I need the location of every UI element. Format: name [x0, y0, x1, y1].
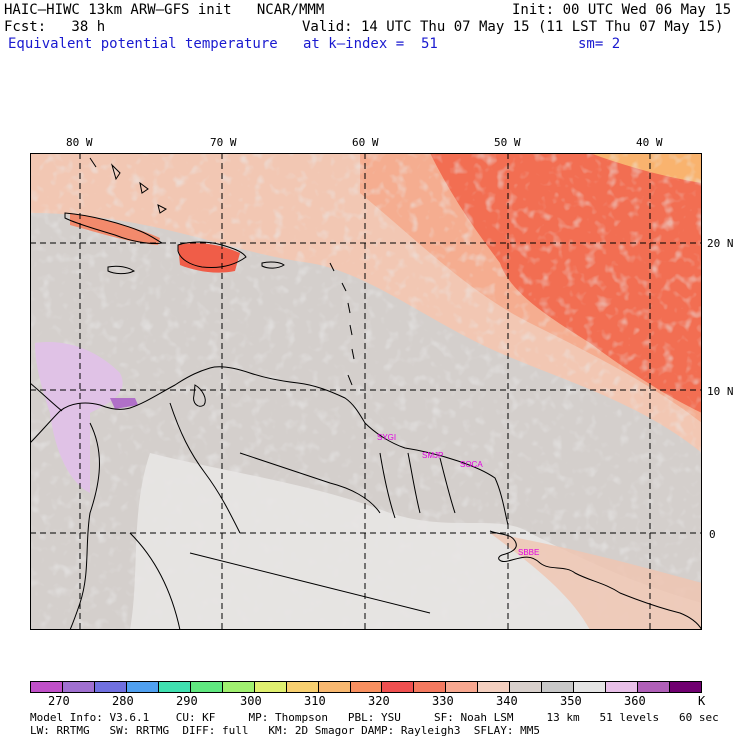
lon-label-60w: 60 W [352, 136, 379, 149]
lat-label-10n: 10 N [707, 385, 734, 398]
colorbar-cell [542, 682, 575, 692]
colorbar-label-310: 310 [304, 694, 326, 708]
colorbar-cell [350, 682, 383, 692]
colorbar-cell [478, 682, 511, 692]
colorbar-cell [510, 682, 543, 692]
lon-label-40w: 40 W [636, 136, 663, 149]
lon-label-50w: 50 W [494, 136, 521, 149]
colorbar-label-350: 350 [560, 694, 582, 708]
colorbar-cell [606, 682, 639, 692]
colorbar-cell [94, 682, 127, 692]
map-frame [30, 153, 702, 630]
colorbar-label-300: 300 [240, 694, 262, 708]
model-info-line2: LW: RRTMG SW: RRTMG DIFF: full KM: 2D Sm… [30, 724, 540, 737]
coastlines [30, 157, 702, 630]
colorbar-label-280: 280 [112, 694, 134, 708]
lon-label-70w: 70 W [210, 136, 237, 149]
colorbar-label-340: 340 [496, 694, 518, 708]
equivalent-potential-temperature-map: SYGI SMJP SOCA SBBE [30, 153, 702, 630]
colorbar-cell [574, 682, 607, 692]
graticule [30, 153, 702, 630]
lavender-region [35, 342, 123, 493]
station-smjp: SMJP [422, 451, 443, 460]
colorbar [30, 681, 702, 693]
colorbar-label-360: 360 [624, 694, 646, 708]
colorbar-label-290: 290 [176, 694, 198, 708]
station-sygi: SYGI [377, 433, 396, 442]
valid-time: Valid: 14 UTC Thu 07 May 15 (11 LST Thu … [302, 19, 724, 35]
cuba-warm [70, 213, 160, 245]
init-time: Init: 00 UTC Wed 06 May 15 [512, 2, 732, 18]
station-soca: SOCA [460, 460, 483, 469]
lon-label-80w: 80 W [66, 136, 93, 149]
colorbar-cell [286, 682, 319, 692]
level-label: at k–index = 51 [303, 36, 438, 52]
station-sbbe: SBBE [518, 548, 539, 557]
colorbar-label-330: 330 [432, 694, 454, 708]
model-title: HAIC–HIWC 13km ARW–GFS init NCAR/MMM [4, 2, 325, 18]
model-info-line1: Model Info: V3.6.1 CU: KF MP: Thompson P… [30, 711, 719, 724]
colorbar-cell [31, 682, 63, 692]
colorbar-cell [670, 682, 702, 692]
colorbar-cell [126, 682, 159, 692]
colorbar-cell [222, 682, 255, 692]
colorbar-cell [254, 682, 287, 692]
colorbar-cell [414, 682, 447, 692]
field-name: Equivalent potential temperature [8, 36, 278, 52]
colorbar-label-320: 320 [368, 694, 390, 708]
colorbar-cell [382, 682, 415, 692]
colorbar-cell [62, 682, 95, 692]
smoothing-label: sm= 2 [578, 36, 621, 52]
colorbar-cell [446, 682, 479, 692]
station-labels: SYGI SMJP SOCA SBBE [377, 433, 539, 557]
purple-spot [110, 398, 138, 409]
colorbar-cell [318, 682, 351, 692]
colorbar-unit: K [698, 694, 706, 708]
forecast-hour: Fcst: 38 h [4, 19, 106, 35]
lat-label-20n: 20 N [707, 237, 734, 250]
colorbar-cell [158, 682, 191, 692]
colorbar-cell [190, 682, 223, 692]
colorbar-cell [638, 682, 671, 692]
colorbar-label-270: 270 [48, 694, 70, 708]
lat-label-equator: 0 [709, 528, 716, 541]
